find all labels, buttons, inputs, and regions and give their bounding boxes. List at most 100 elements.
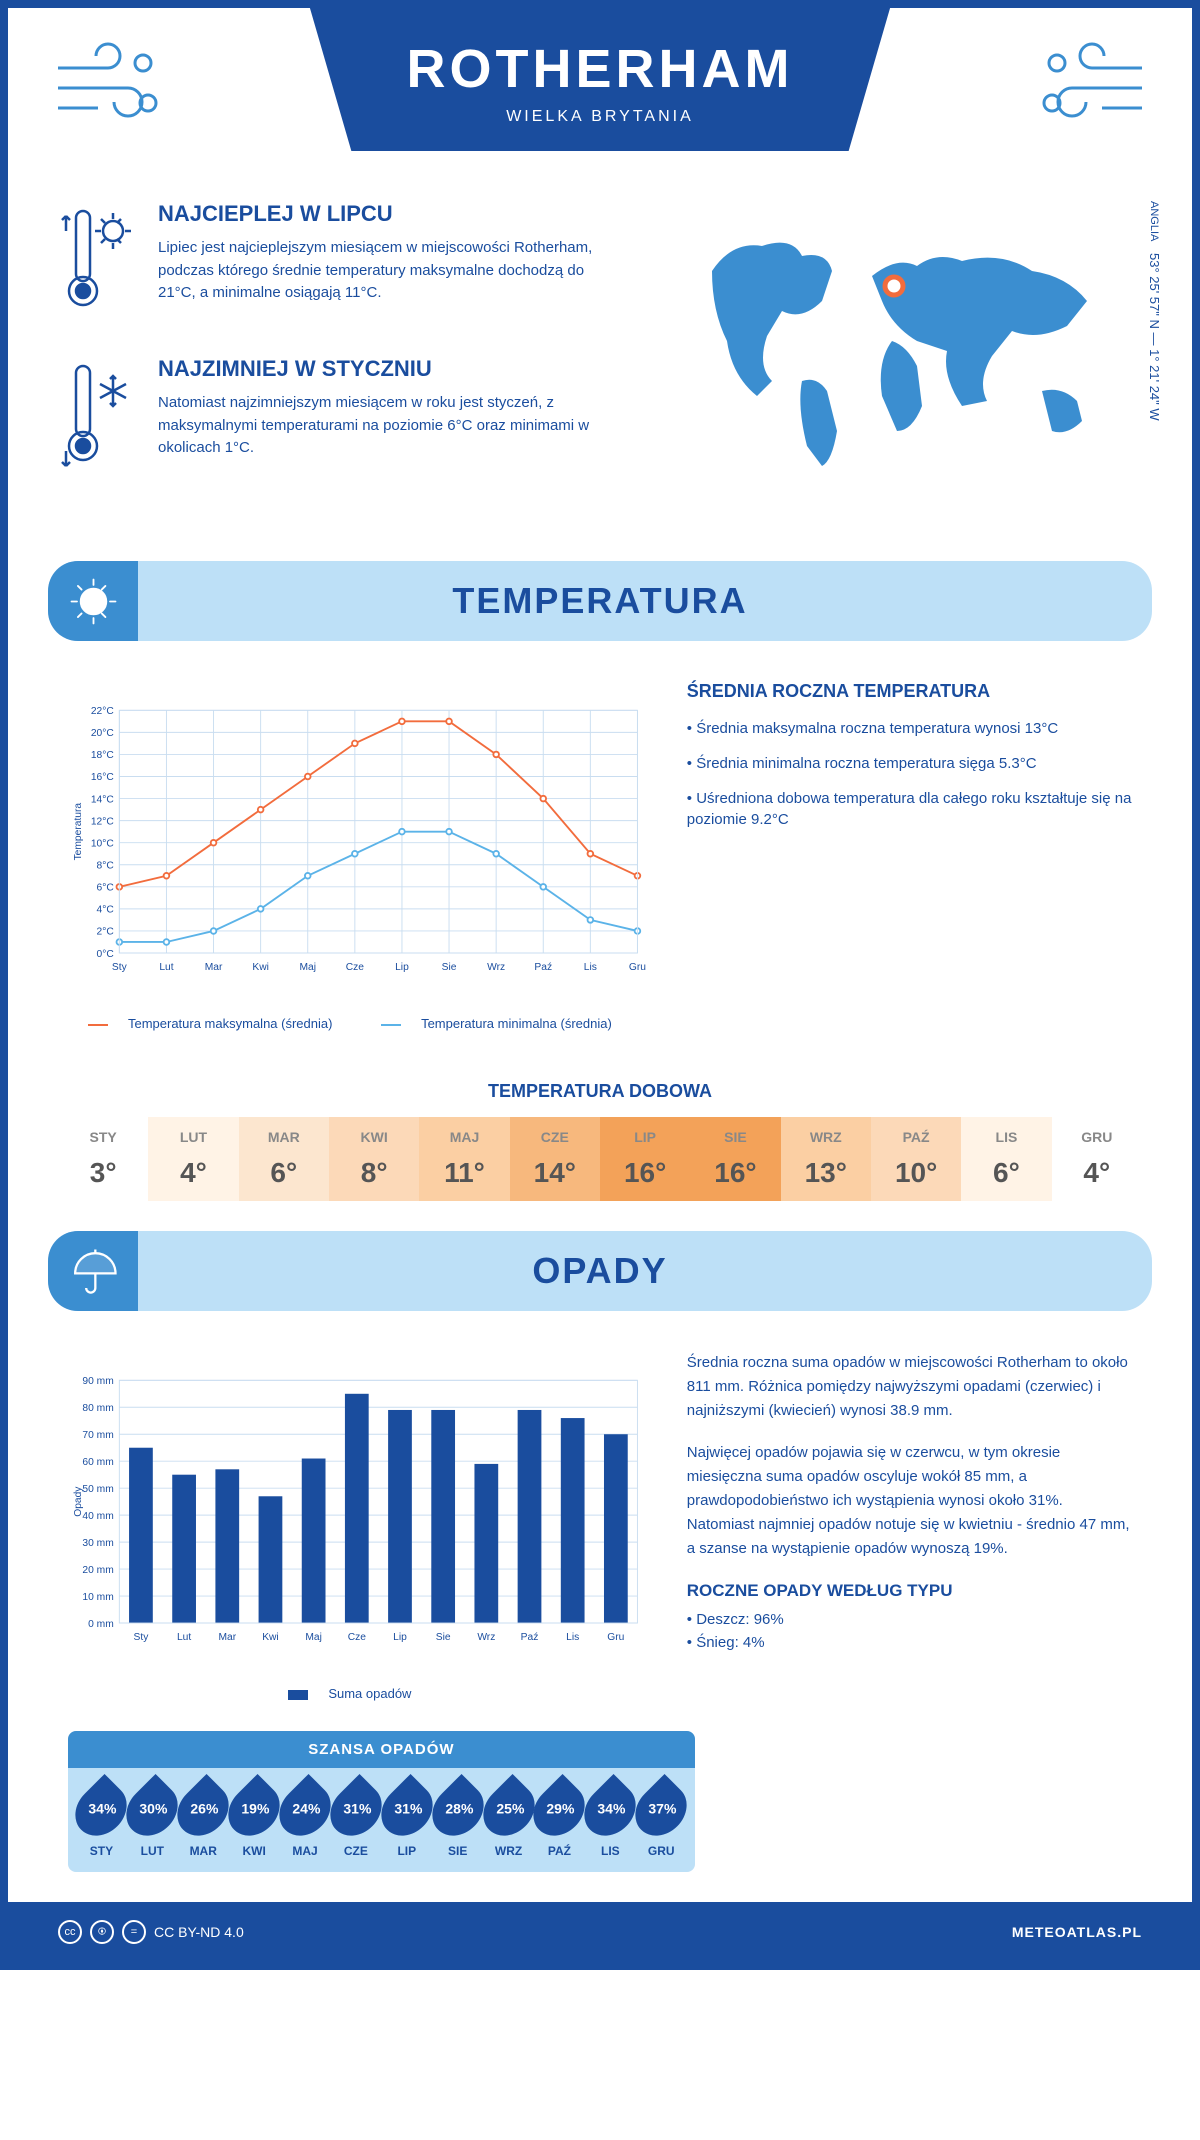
svg-text:50 mm: 50 mm — [82, 1484, 113, 1495]
license-badge: cc🅯= CC BY-ND 4.0 — [58, 1920, 244, 1944]
chance-cell: 29%PAŹ — [534, 1782, 585, 1858]
daily-cell: CZE14° — [510, 1117, 600, 1201]
page-header: ROTHERHAM WIELKA BRYTANIA — [186, 8, 1015, 151]
daily-cell: PAŹ10° — [871, 1117, 961, 1201]
svg-text:Kwi: Kwi — [252, 962, 269, 973]
chance-cell: 34%LIS — [585, 1782, 636, 1858]
coldest-block: NAJZIMNIEJ W STYCZNIU Natomiast najzimni… — [58, 356, 622, 481]
chance-cell: 34%STY — [76, 1782, 127, 1858]
svg-text:Wrz: Wrz — [487, 962, 505, 973]
svg-text:30 mm: 30 mm — [82, 1538, 113, 1549]
svg-text:0 mm: 0 mm — [88, 1619, 114, 1630]
svg-text:80 mm: 80 mm — [82, 1403, 113, 1414]
country-subtitle: WIELKA BRYTANIA — [186, 108, 1015, 126]
precip-chart-legend: Suma opadów — [68, 1686, 647, 1701]
svg-text:Paź: Paź — [534, 962, 552, 973]
daily-cell: MAR6° — [239, 1117, 329, 1201]
daily-cell: STY3° — [58, 1117, 148, 1201]
svg-text:10°C: 10°C — [91, 838, 115, 849]
svg-text:Sie: Sie — [436, 1632, 451, 1643]
chance-cell: 30%LUT — [127, 1782, 178, 1858]
site-credit: METEOATLAS.PL — [1012, 1924, 1142, 1940]
daily-cell: KWI8° — [329, 1117, 419, 1201]
svg-text:16°C: 16°C — [91, 772, 115, 783]
precipitation-bar-chart: 0 mm 10 mm 20 mm 30 mm 40 mm 50 mm 60 mm 70 mm 8… — [68, 1351, 647, 1671]
svg-text:Temperatura: Temperatura — [73, 803, 84, 861]
precip-type: Śnieg: 4% — [687, 1634, 1132, 1651]
precipitation-section-header: OPADY — [48, 1231, 1152, 1311]
svg-text:Opady: Opady — [73, 1486, 84, 1517]
svg-text:Sie: Sie — [442, 962, 457, 973]
daily-cell: MAJ11° — [419, 1117, 509, 1201]
warmest-title: NAJCIEPLEJ W LIPCU — [158, 201, 622, 227]
chance-cell: 31%LIP — [381, 1782, 432, 1858]
wind-icon — [48, 38, 168, 128]
svg-text:14°C: 14°C — [91, 794, 115, 805]
svg-text:Mar: Mar — [218, 1632, 236, 1643]
svg-text:60 mm: 60 mm — [82, 1457, 113, 1468]
svg-text:2°C: 2°C — [97, 927, 115, 938]
svg-text:Lip: Lip — [395, 962, 409, 973]
svg-text:Cze: Cze — [348, 1632, 367, 1643]
svg-text:22°C: 22°C — [91, 706, 115, 717]
svg-text:8°C: 8°C — [97, 860, 115, 871]
svg-text:12°C: 12°C — [91, 816, 115, 827]
temp-bullet: Średnia maksymalna roczna temperatura wy… — [687, 718, 1132, 739]
city-title: ROTHERHAM — [186, 38, 1015, 100]
svg-text:70 mm: 70 mm — [82, 1430, 113, 1441]
svg-text:Lut: Lut — [177, 1632, 191, 1643]
daily-cell: GRU4° — [1052, 1117, 1142, 1201]
chance-cell: 28%SIE — [432, 1782, 483, 1858]
chance-cell: 31%CZE — [330, 1782, 381, 1858]
svg-text:Paź: Paź — [521, 1632, 539, 1643]
svg-text:Lis: Lis — [584, 962, 597, 973]
precip-type: Deszcz: 96% — [687, 1611, 1132, 1628]
svg-text:Mar: Mar — [205, 962, 223, 973]
temp-chart-legend: Temperatura maksymalna (średnia) Tempera… — [68, 1016, 647, 1031]
svg-text:10 mm: 10 mm — [82, 1592, 113, 1603]
svg-text:20 mm: 20 mm — [82, 1565, 113, 1576]
thermometer-snow-icon — [58, 356, 138, 481]
wind-icon — [1032, 38, 1152, 128]
coldest-text: Natomiast najzimniejszym miesiącem w rok… — [158, 392, 622, 460]
umbrella-icon — [48, 1231, 138, 1311]
daily-cell: LIP16° — [600, 1117, 690, 1201]
temp-bullet: Średnia minimalna roczna temperatura się… — [687, 753, 1132, 774]
daily-temp-table: STY3°LUT4°MAR6°KWI8°MAJ11°CZE14°LIP16°SI… — [58, 1117, 1142, 1201]
thermometer-sun-icon — [58, 201, 138, 326]
svg-text:6°C: 6°C — [97, 883, 115, 894]
svg-text:Cze: Cze — [346, 962, 365, 973]
svg-text:Kwi: Kwi — [262, 1632, 279, 1643]
coldest-title: NAJZIMNIEJ W STYCZNIU — [158, 356, 622, 382]
svg-text:0°C: 0°C — [97, 949, 115, 960]
daily-cell: WRZ13° — [781, 1117, 871, 1201]
svg-text:4°C: 4°C — [97, 905, 115, 916]
svg-text:20°C: 20°C — [91, 728, 115, 739]
temperature-line-chart: 0°C 2°C 4°C 6°C 8°C 10°C 12°C 14°C 16°C 18°C 20°C 2… — [68, 681, 647, 1001]
temp-bullet: Uśredniona dobowa temperatura dla całego… — [687, 788, 1132, 830]
svg-text:40 mm: 40 mm — [82, 1511, 113, 1522]
svg-text:Sty: Sty — [134, 1632, 150, 1643]
sun-icon — [48, 561, 138, 641]
svg-text:Maj: Maj — [299, 962, 316, 973]
svg-text:Gru: Gru — [607, 1632, 624, 1643]
chance-cell: 26%MAR — [178, 1782, 229, 1858]
svg-text:Lis: Lis — [566, 1632, 579, 1643]
warmest-block: NAJCIEPLEJ W LIPCU Lipiec jest najcieple… — [58, 201, 622, 326]
svg-text:18°C: 18°C — [91, 750, 115, 761]
svg-text:Sty: Sty — [112, 962, 128, 973]
chance-cell: 37%GRU — [636, 1782, 687, 1858]
chance-cell: 25%WRZ — [483, 1782, 534, 1858]
daily-temp-title: TEMPERATURA DOBOWA — [8, 1081, 1192, 1102]
chance-cell: 19%KWI — [229, 1782, 280, 1858]
page-footer: cc🅯= CC BY-ND 4.0 METEOATLAS.PL — [8, 1902, 1192, 1962]
precipitation-info: Średnia roczna suma opadów w miejscowośc… — [687, 1351, 1132, 1701]
precipitation-chance-box: SZANSA OPADÓW 34%STY30%LUT26%MAR19%KWI24… — [68, 1731, 695, 1872]
svg-text:90 mm: 90 mm — [82, 1376, 113, 1387]
daily-cell: SIE16° — [690, 1117, 780, 1201]
world-map — [662, 201, 1142, 481]
svg-text:Maj: Maj — [305, 1632, 322, 1643]
svg-text:Lut: Lut — [159, 962, 173, 973]
temperature-section-header: TEMPERATURA — [48, 561, 1152, 641]
chance-cell: 24%MAJ — [280, 1782, 331, 1858]
